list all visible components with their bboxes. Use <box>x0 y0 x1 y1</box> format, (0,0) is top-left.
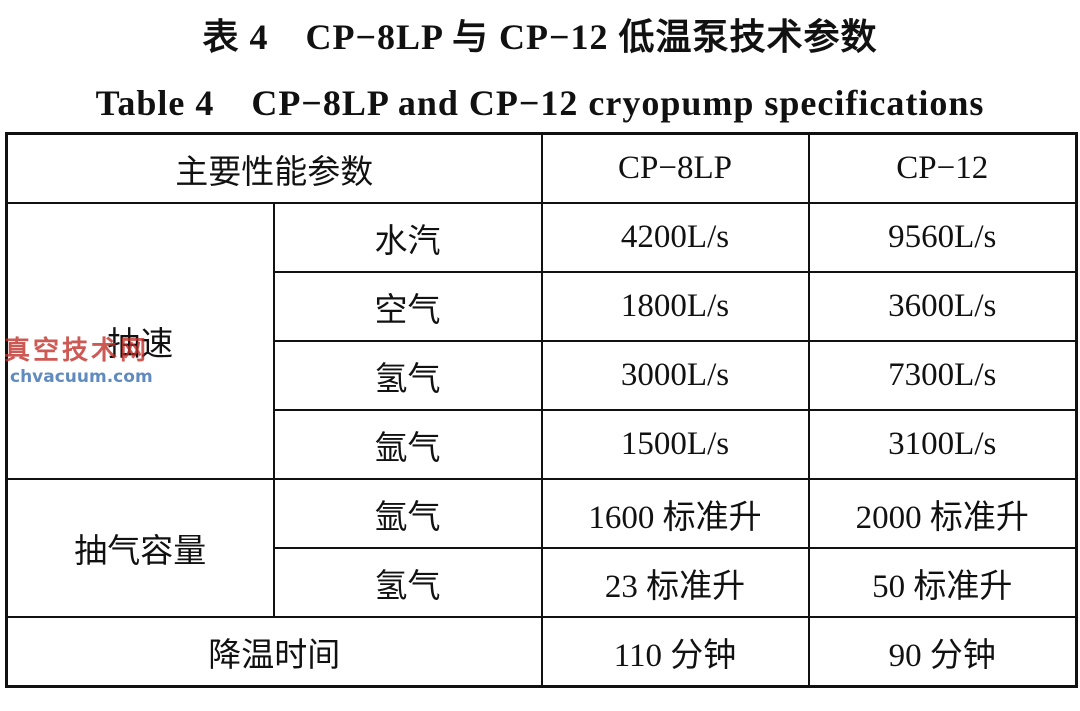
header-cell: 主要性能参数 <box>5 132 543 204</box>
cell: 50 标准升 <box>807 547 1078 618</box>
footer-cell: 降温时间 <box>5 616 543 688</box>
footer-cell: 110 分钟 <box>540 616 810 688</box>
cell: 3600L/s <box>807 271 1078 342</box>
cell: 水汽 <box>272 202 543 273</box>
watermark: 真空技术网 chvacuum.com <box>4 330 153 387</box>
cell: 1800L/s <box>540 271 810 342</box>
spec-table: 主要性能参数 CP−8LP CP−12 抽速 水汽 4200L/s 9560L/s 空气 1… <box>5 132 1078 688</box>
cell: 1500L/s <box>540 409 810 480</box>
cell: 氩气 <box>272 478 543 549</box>
cell: 3100L/s <box>807 409 1078 480</box>
cell: 3000L/s <box>540 340 810 411</box>
header-cell: CP−12 <box>807 132 1078 204</box>
watermark-url: chvacuum.com <box>10 367 153 387</box>
group-label: 抽气容量 <box>5 478 275 618</box>
footer-cell: 90 分钟 <box>807 616 1078 688</box>
cell: 1600 标准升 <box>540 478 810 549</box>
cell: 空气 <box>272 271 543 342</box>
cell: 氢气 <box>272 340 543 411</box>
watermark-name: 真空技术网 <box>4 336 150 366</box>
cell: 9560L/s <box>807 202 1078 273</box>
title-cn: 表 4 CP−8LP 与 CP−12 低温泵技术参数 <box>202 17 878 57</box>
cell: 氢气 <box>272 547 543 618</box>
cell: 2000 标准升 <box>807 478 1078 549</box>
cell: 氩气 <box>272 409 543 480</box>
cell: 4200L/s <box>540 202 810 273</box>
group-label: 抽速 <box>5 202 275 480</box>
title-en: Table 4 CP−8LP and CP−12 cryopump specif… <box>95 83 985 123</box>
cell: 7300L/s <box>807 340 1078 411</box>
header-cell: CP−8LP <box>540 132 810 204</box>
cell: 23 标准升 <box>540 547 810 618</box>
